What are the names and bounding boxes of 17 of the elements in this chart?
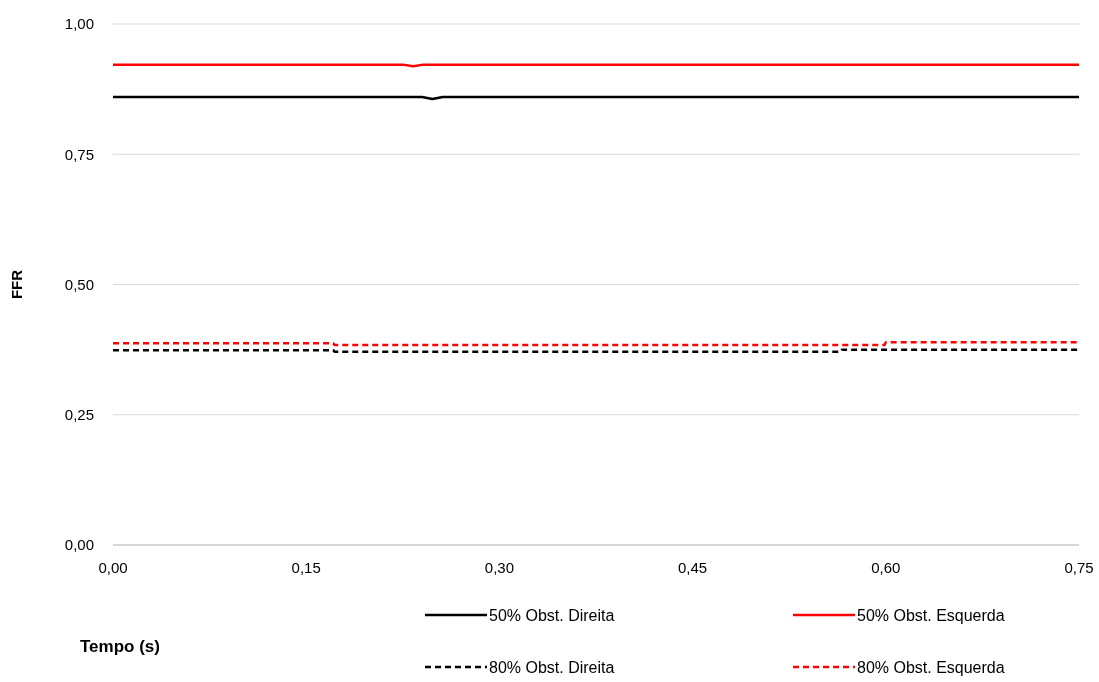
y-tick-label: 0,00 bbox=[64, 536, 94, 554]
x-tick-label: 0,00 bbox=[98, 559, 128, 576]
x-tick-label: 0,45 bbox=[678, 559, 708, 576]
y-tick-label: 0,75 bbox=[64, 145, 94, 163]
x-tick-label: 0,30 bbox=[484, 559, 514, 576]
legend-label: 80% Obst. Direita bbox=[489, 658, 615, 676]
x-tick-label: 0,15 bbox=[291, 559, 321, 576]
y-tick-label: 0,25 bbox=[64, 406, 94, 423]
y-tick-label: 1,00 bbox=[64, 15, 94, 33]
x-axis-title: Tempo (s) bbox=[80, 637, 160, 656]
legend-label: 50% Obst. Esquerda bbox=[857, 606, 1005, 624]
x-tick-label: 0,75 bbox=[1064, 559, 1094, 576]
y-axis-title: FFR bbox=[8, 269, 25, 300]
y-tick-label: 0,50 bbox=[64, 275, 94, 293]
legend-label: 50% Obst. Direita bbox=[489, 606, 615, 624]
x-tick-label: 0,60 bbox=[871, 559, 901, 576]
legend-label: 80% Obst. Esquerda bbox=[857, 658, 1005, 676]
